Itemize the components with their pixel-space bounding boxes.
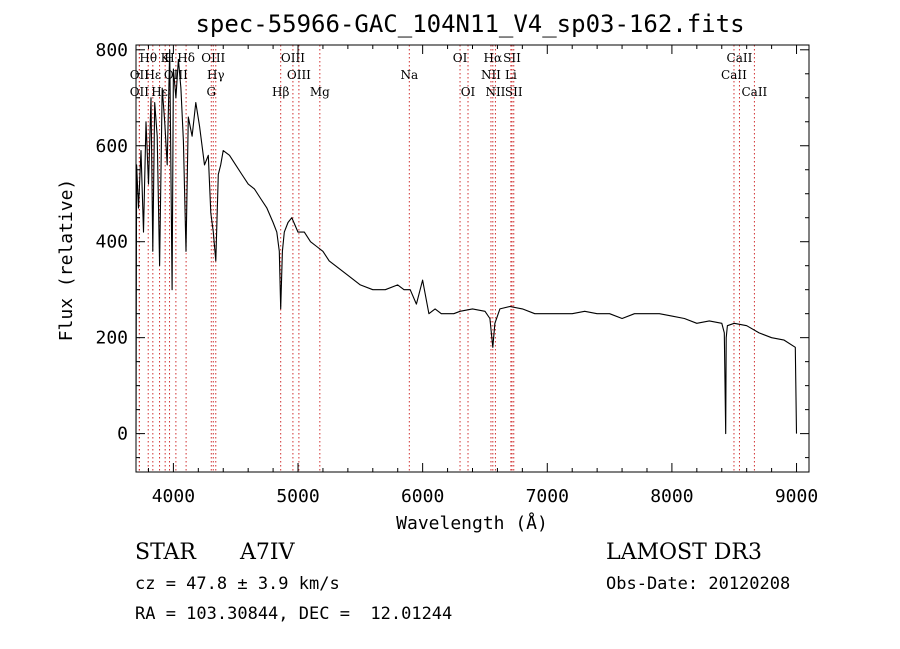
x-tick-label: 5000 <box>276 486 319 507</box>
y-tick-label: 800 <box>95 40 128 61</box>
y-tick-label: 200 <box>95 328 128 349</box>
line-label: OII <box>130 85 150 99</box>
survey-name: LAMOST DR3 <box>606 540 762 565</box>
line-label: OIII <box>201 51 225 65</box>
line-label: Hε <box>151 85 168 99</box>
x-axis-label: Wavelength (Å) <box>396 512 548 534</box>
line-label: SII <box>503 51 521 65</box>
line-label: K <box>161 51 171 65</box>
object-subclass: A7IV <box>240 540 295 565</box>
x-tick-label: 9000 <box>775 486 818 507</box>
line-label: SII <box>505 85 523 99</box>
line-label: OIII <box>287 68 311 82</box>
line-label: Na <box>400 68 418 82</box>
y-axis-label: Flux (relative) <box>56 179 77 342</box>
y-tick-label: 0 <box>117 424 128 445</box>
line-markers-layer <box>138 45 755 472</box>
line-label: Hθ <box>139 51 157 65</box>
plot-frame <box>135 44 810 473</box>
line-label: Hβ <box>272 85 289 99</box>
spectrum-layer <box>135 49 798 435</box>
line-label: Mg <box>310 85 330 99</box>
object-class: STAR <box>135 540 196 565</box>
x-ticks-layer: 4000 5000 6000 7000 8000 9000 <box>147 45 818 507</box>
line-label: CaII <box>741 85 767 99</box>
line-label: OI <box>453 51 468 65</box>
line-label: OIII <box>281 51 305 65</box>
line-label: CaII <box>721 68 747 82</box>
y-tick-label: 400 <box>95 232 128 253</box>
line-label: OI <box>461 85 476 99</box>
line-label: OII <box>130 68 150 82</box>
line-label: H <box>164 51 174 65</box>
y-ticks-layer: 0 200 400 600 800 <box>95 40 809 459</box>
line-label: Hα <box>484 51 503 65</box>
redshift-cz: cz = 47.8 ± 3.9 km/s <box>135 574 340 594</box>
line-label: Hδ <box>177 51 195 65</box>
x-tick-label: 6000 <box>401 486 444 507</box>
line-label: NII <box>485 85 505 99</box>
line-label: CaII <box>727 51 753 65</box>
line-label: NII <box>481 68 501 82</box>
observation-date: Obs-Date: 20120208 <box>606 574 791 594</box>
x-tick-label: 4000 <box>152 486 195 507</box>
coordinates: RA = 103.30844, DEC = 12.01244 <box>135 604 453 624</box>
y-tick-label: 600 <box>95 136 128 157</box>
line-label: Hγ <box>207 68 225 82</box>
spectrum-line <box>135 49 798 435</box>
x-tick-label: 8000 <box>650 486 693 507</box>
line-label: Li <box>505 68 517 82</box>
line-label: Hε <box>144 68 161 82</box>
x-tick-label: 7000 <box>526 486 569 507</box>
line-label: G <box>206 85 216 99</box>
line-label: OIII <box>164 68 188 82</box>
chart-title: spec-55966-GAC_104N11_V4_sp03-162.fits <box>195 10 745 38</box>
